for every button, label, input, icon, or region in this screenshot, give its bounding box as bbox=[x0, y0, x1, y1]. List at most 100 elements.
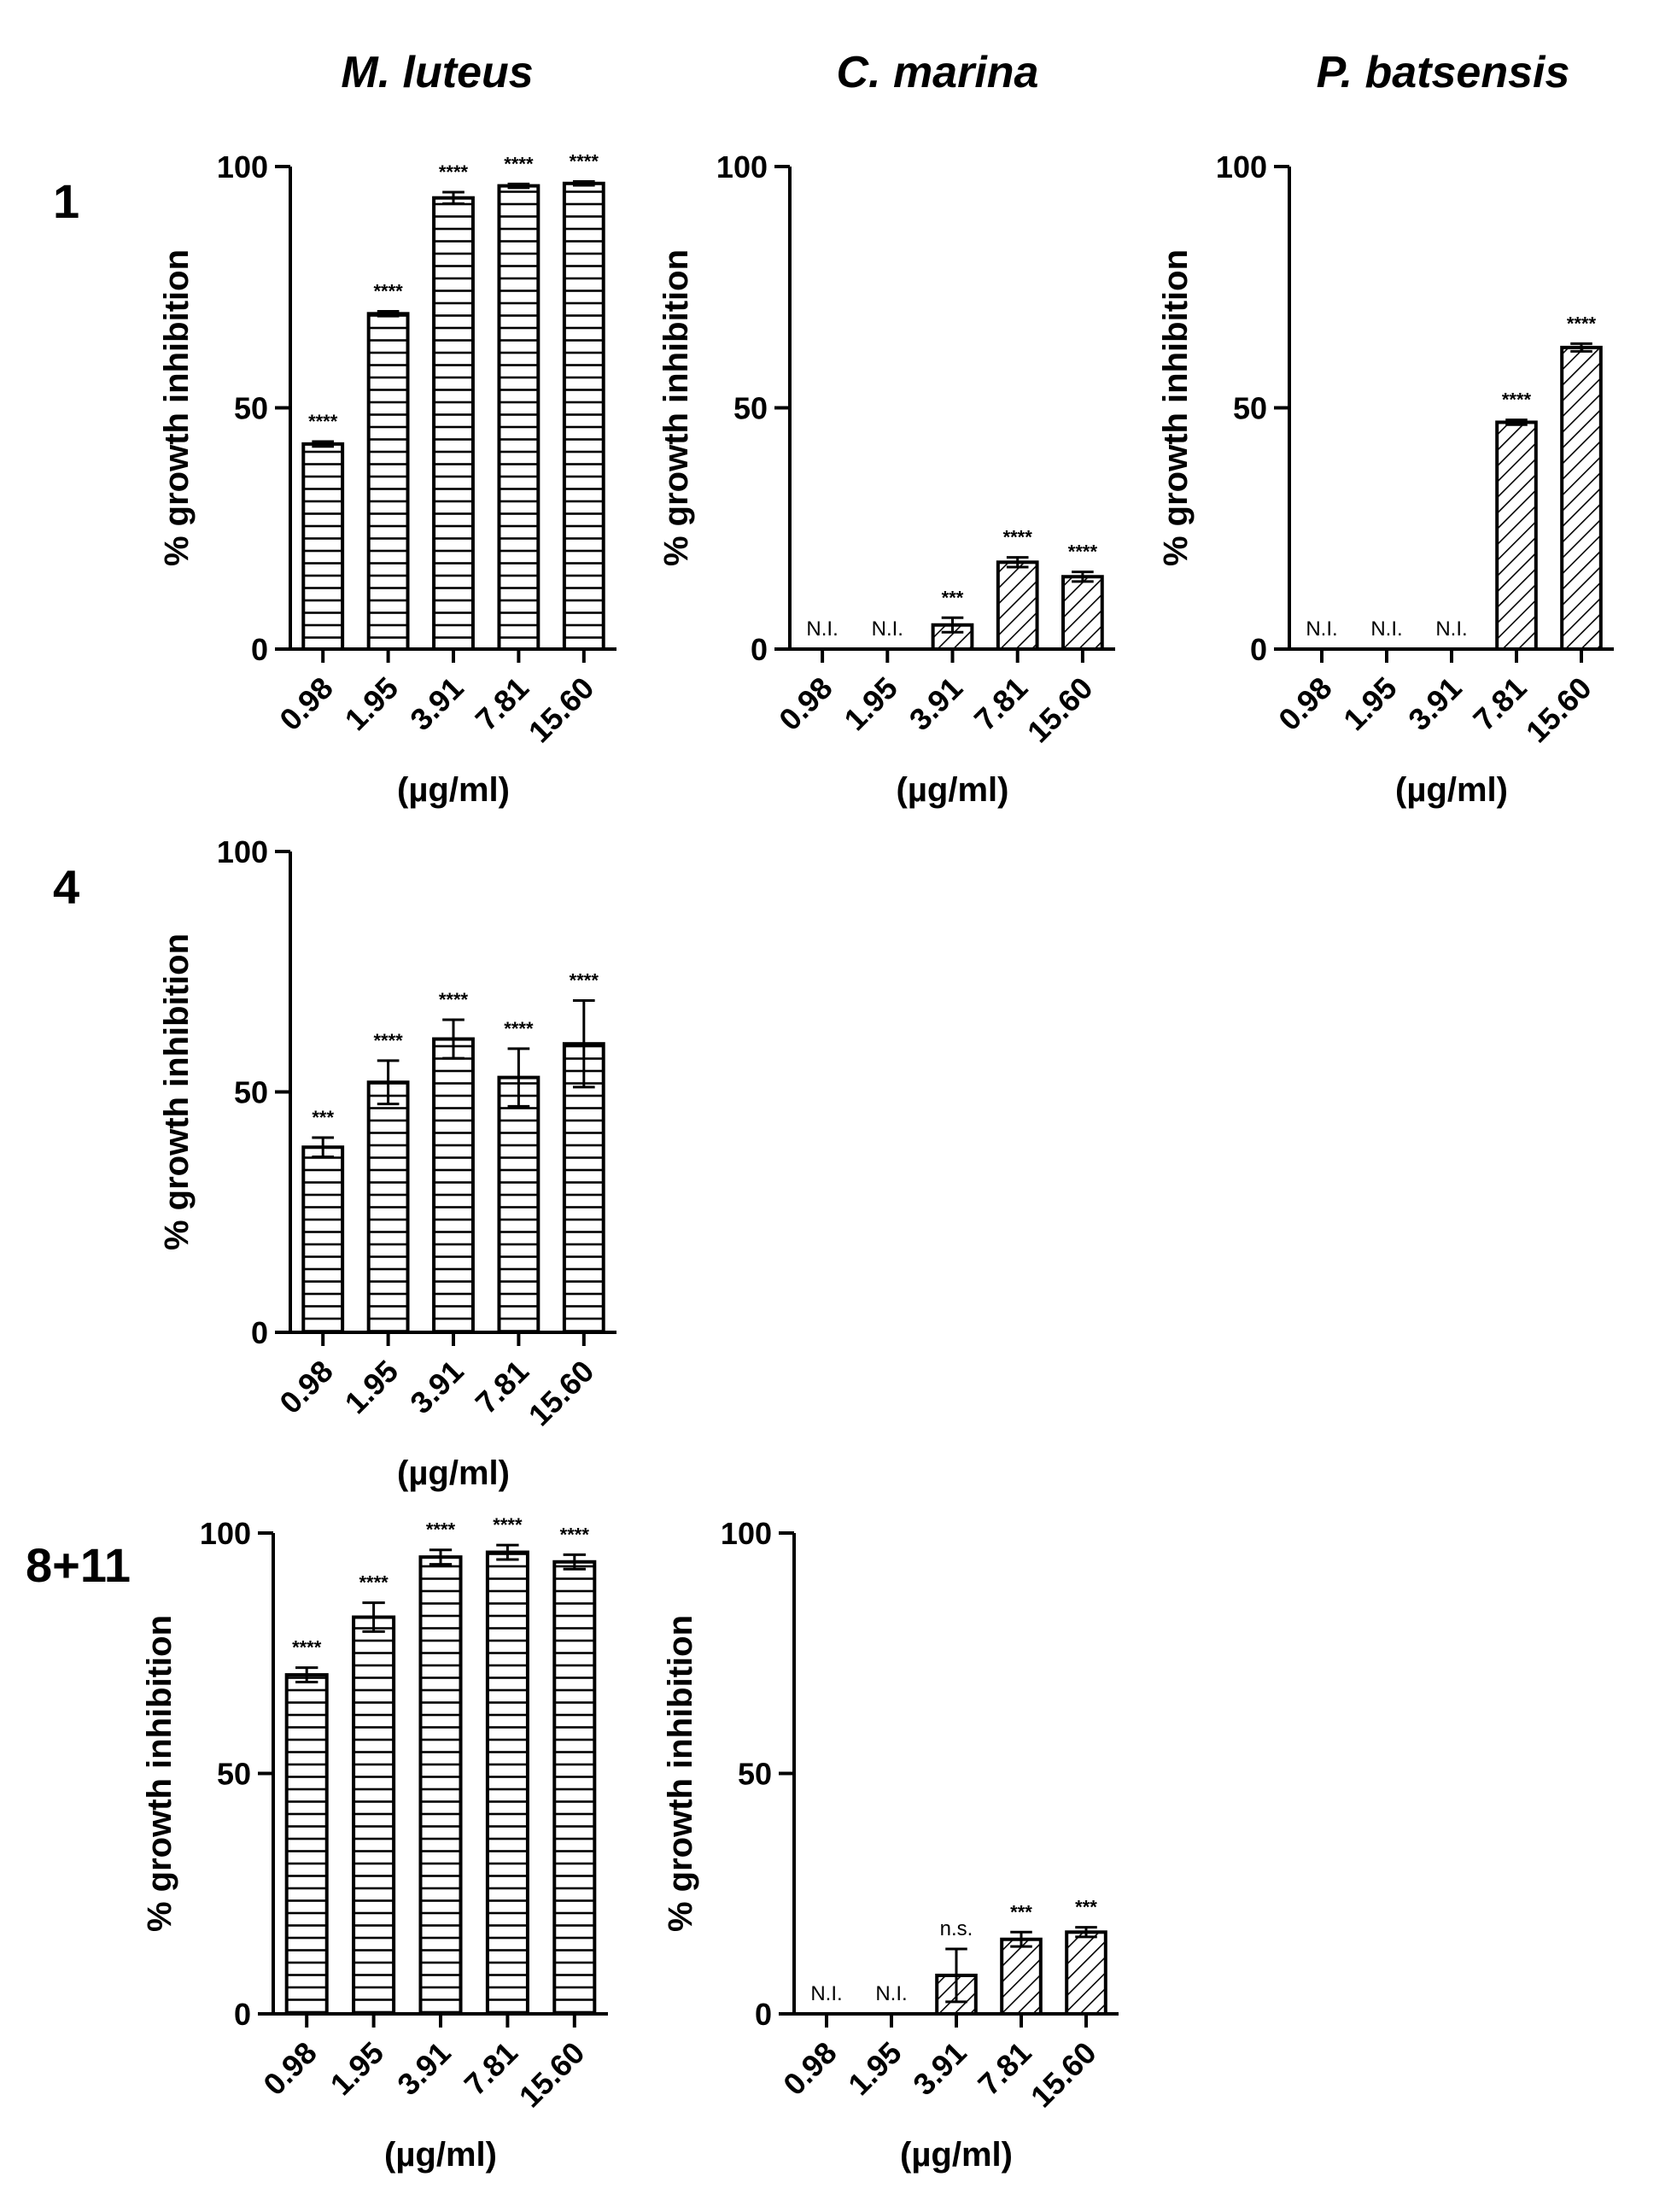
no-inhibition-label: N.I. bbox=[1306, 617, 1337, 641]
bar bbox=[432, 196, 475, 652]
x-axis-label: (µg/ml) bbox=[897, 771, 1009, 809]
x-tick-label: 15.60 bbox=[1020, 670, 1100, 750]
x-tick-label: 3.91 bbox=[903, 670, 970, 738]
x-tick-label: 3.91 bbox=[390, 2035, 458, 2103]
y-tick-label: 50 bbox=[738, 1757, 772, 1792]
bar bbox=[432, 1037, 475, 1334]
y-tick-label: 50 bbox=[234, 391, 268, 426]
significance-label: *** bbox=[1010, 1901, 1032, 1922]
significance-label: **** bbox=[308, 411, 338, 432]
x-axis-label: (µg/ml) bbox=[397, 1454, 510, 1492]
significance-label: **** bbox=[292, 1637, 322, 1659]
x-tick-label: 1.95 bbox=[338, 670, 406, 738]
x-tick-label: 0.98 bbox=[256, 2035, 324, 2103]
x-tick-label: 3.91 bbox=[403, 1354, 470, 1421]
x-tick-label: 1.95 bbox=[1336, 670, 1404, 738]
x-tick-label: 0.98 bbox=[272, 670, 340, 738]
x-tick-label: 3.91 bbox=[1401, 670, 1469, 738]
chart-1-p-batsensis: 0 50 100 % growth inhibition 0.98 N.I. 1.95 N.I… bbox=[1157, 149, 1614, 809]
y-tick-label: 100 bbox=[217, 149, 268, 184]
no-inhibition-label: N.I. bbox=[1435, 617, 1467, 641]
no-inhibition-label: N.I. bbox=[806, 617, 838, 641]
significance-label: **** bbox=[1567, 313, 1597, 334]
significance-label: **** bbox=[1003, 527, 1033, 548]
significance-label: **** bbox=[560, 1524, 590, 1545]
significance-label: **** bbox=[373, 281, 403, 302]
y-tick-label: 0 bbox=[755, 1997, 772, 2032]
y-tick-label: 100 bbox=[200, 1516, 251, 1551]
bar bbox=[1065, 1930, 1107, 2016]
significance-label: **** bbox=[359, 1572, 389, 1594]
y-tick-label: 100 bbox=[217, 834, 268, 869]
significance-label: **** bbox=[570, 151, 599, 173]
x-tick-label: 1.95 bbox=[841, 2035, 909, 2103]
significance-label: **** bbox=[1068, 541, 1098, 563]
chart-1-m-luteus: 0 50 100 % growth inhibition 0.98 **** 1.95 ***… bbox=[158, 149, 616, 809]
x-tick-label: 1.95 bbox=[837, 670, 904, 738]
column-title-p-batsensis: P. batsensis bbox=[1317, 48, 1570, 97]
significance-label: **** bbox=[493, 1514, 523, 1536]
no-inhibition-label: N.I. bbox=[872, 617, 903, 641]
significance-label: **** bbox=[504, 153, 534, 174]
significance-label: **** bbox=[570, 970, 599, 992]
no-inhibition-label: N.I. bbox=[1370, 617, 1402, 641]
y-tick-label: 0 bbox=[234, 1997, 251, 2032]
chart-1-c-marina: 0 50 100 % growth inhibition 0.98 N.I. 1.95 N.I… bbox=[657, 149, 1115, 809]
significance-label: *** bbox=[312, 1107, 334, 1128]
significance-label: **** bbox=[373, 1030, 403, 1051]
y-tick-label: 50 bbox=[217, 1757, 251, 1792]
y-tick-label: 0 bbox=[751, 632, 768, 667]
x-axis-label: (µg/ml) bbox=[384, 2136, 497, 2174]
bar bbox=[1000, 1937, 1043, 2016]
bar bbox=[1495, 420, 1538, 651]
bar bbox=[552, 1560, 597, 2016]
bar bbox=[497, 1075, 540, 1334]
significance-label: *** bbox=[942, 587, 964, 608]
bar bbox=[562, 181, 605, 651]
y-tick-label: 100 bbox=[1216, 149, 1267, 184]
y-axis-label: % growth inhibition bbox=[657, 249, 695, 566]
bar bbox=[352, 1615, 396, 2016]
y-tick-label: 50 bbox=[733, 391, 768, 426]
y-axis-label: % growth inhibition bbox=[158, 249, 196, 566]
bar bbox=[1061, 575, 1104, 651]
x-tick-label: 1.95 bbox=[338, 1354, 406, 1421]
row-label-1: 1 bbox=[53, 174, 79, 228]
y-axis-label: % growth inhibition bbox=[141, 1615, 178, 1932]
y-tick-label: 50 bbox=[1233, 391, 1267, 426]
bar bbox=[996, 560, 1039, 651]
bar bbox=[485, 1550, 529, 2016]
significance-label: n.s. bbox=[940, 1917, 973, 1940]
bar bbox=[301, 1145, 345, 1334]
x-axis-label: (µg/ml) bbox=[1395, 771, 1508, 809]
no-inhibition-label: N.I. bbox=[810, 1982, 842, 2005]
row-label-4: 4 bbox=[53, 860, 79, 914]
significance-label: **** bbox=[504, 1018, 534, 1039]
significance-label: *** bbox=[1075, 1897, 1097, 1918]
y-tick-label: 100 bbox=[721, 1516, 772, 1551]
column-title-m-luteus: M. luteus bbox=[341, 48, 533, 97]
x-tick-label: 3.91 bbox=[403, 670, 470, 738]
y-axis-label: % growth inhibition bbox=[1157, 249, 1195, 566]
bar bbox=[301, 442, 345, 651]
no-inhibition-label: N.I. bbox=[875, 1982, 907, 2005]
significance-label: **** bbox=[426, 1519, 456, 1541]
x-tick-label: 1.95 bbox=[324, 2035, 391, 2103]
bar bbox=[418, 1555, 463, 2016]
x-tick-label: 0.98 bbox=[776, 2035, 844, 2103]
y-tick-label: 0 bbox=[251, 632, 268, 667]
significance-label: **** bbox=[1502, 389, 1532, 411]
significance-label: **** bbox=[439, 161, 469, 183]
chart-8-11-c-marina: 0 50 100 % growth inhibition 0.98 N.I. 1.95 N.I… bbox=[662, 1516, 1119, 2174]
x-tick-label: 15.60 bbox=[522, 1354, 601, 1433]
y-axis-label: % growth inhibition bbox=[158, 933, 196, 1250]
bar bbox=[366, 1080, 410, 1334]
bar bbox=[497, 184, 540, 652]
bar bbox=[366, 312, 410, 651]
y-tick-label: 0 bbox=[251, 1315, 268, 1350]
bar bbox=[1560, 345, 1603, 651]
x-tick-label: 0.98 bbox=[272, 1354, 340, 1421]
y-tick-label: 50 bbox=[234, 1075, 268, 1110]
x-tick-label: 0.98 bbox=[1271, 670, 1339, 738]
